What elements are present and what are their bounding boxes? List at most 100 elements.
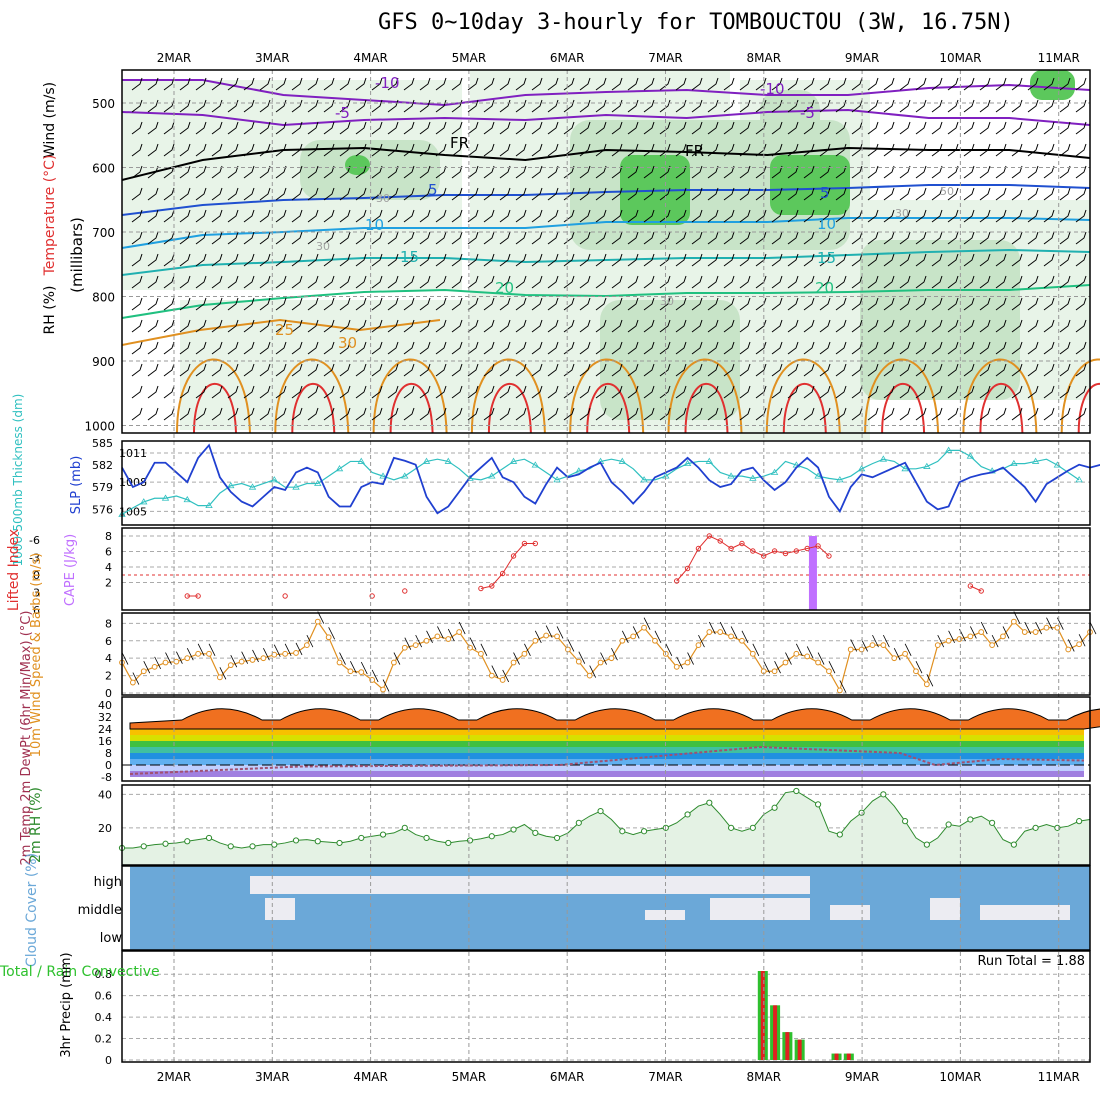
wind-barb-28	[426, 630, 433, 643]
wind-speed-point-3	[151, 663, 158, 670]
wind-speed-point-51	[673, 663, 680, 670]
thickness-point-48	[640, 476, 648, 483]
rh-2m-point-22	[358, 834, 365, 842]
rh-2m-point-20	[336, 839, 343, 847]
wind-barb-49	[654, 630, 662, 643]
panel-bg-wind	[122, 613, 1090, 695]
bottom-date-label-5: 7MAR	[648, 1070, 683, 1084]
wind-speed-point-76	[945, 637, 952, 644]
temp-band-10	[130, 765, 1084, 771]
wind-barb-81	[1002, 626, 1010, 639]
pressure-tick-600: 600	[92, 162, 115, 176]
wind-barb-6	[186, 647, 194, 661]
temp-tick--8: -8	[101, 771, 112, 784]
wind-tick-4: 4	[105, 652, 112, 665]
thickness-point-36	[509, 457, 518, 464]
wind-barb-66	[839, 680, 847, 693]
bottom-date-label-7: 9MAR	[845, 1070, 880, 1084]
precip-tick-0.2: 0.2	[95, 1033, 113, 1046]
wind-speed-point-12	[249, 657, 256, 663]
isotherm-30-lobe-2	[372, 358, 448, 434]
isotherm-label-12: 5	[820, 184, 830, 202]
label-upper-rh: RH (%)	[42, 286, 58, 335]
wind-speed-point-79	[978, 629, 985, 635]
thickness-point-60	[770, 468, 779, 475]
li-point-51	[673, 578, 680, 584]
wind-speed-point-63	[804, 653, 811, 660]
wind-barb-56	[730, 626, 738, 639]
thickness-point-24	[379, 472, 387, 479]
thickness-point-70	[879, 455, 888, 462]
wind-barb-68	[861, 639, 868, 652]
top-date-label-1: 3MAR	[255, 51, 290, 65]
isotherm-25	[121, 318, 441, 346]
wind-speed-point-88	[1076, 641, 1083, 648]
wind-barb-20	[339, 652, 346, 665]
panel-bg-cape	[122, 528, 1090, 610]
panel-frame-wind	[121, 612, 1091, 696]
wind-speed-point-64	[815, 659, 821, 666]
wind-barb-12	[252, 649, 259, 663]
precip-conv-bar-3	[797, 1039, 802, 1060]
wind-speed-point-15	[282, 650, 289, 657]
panel-frame-slp	[121, 440, 1091, 526]
wind-barb-30	[447, 628, 455, 642]
li-point-55	[717, 538, 723, 544]
thickness-point-66	[836, 476, 844, 483]
li-line-66	[676, 535, 830, 582]
thickness-line	[121, 449, 1080, 515]
wind-barb-45	[611, 647, 618, 661]
rh-2m-point-76	[945, 821, 952, 828]
thickness-point-84	[1031, 457, 1040, 464]
wind-speed-point-27	[412, 642, 419, 649]
wind-barb-39	[545, 625, 553, 638]
rh-2m-point-62	[793, 787, 800, 795]
wind-speed-point-65	[826, 668, 832, 675]
panel-frame-rh	[121, 784, 1091, 866]
rh-2m-point-56	[727, 824, 735, 831]
thickness-point-76	[944, 446, 953, 453]
pressure-tick-800: 800	[92, 291, 115, 305]
wind-barb-27	[415, 634, 423, 648]
wind-barb-54	[708, 621, 716, 635]
isotherm-15	[121, 248, 1091, 276]
isotherm-30-lobe-3	[470, 358, 546, 434]
pressure-tick-700: 700	[92, 226, 115, 240]
li-tick-1: -3	[29, 552, 40, 565]
thickness-point-20	[335, 465, 344, 472]
isotherm-minus5	[121, 108, 1091, 127]
rh-2m-point-30	[445, 839, 452, 847]
top-date-label-3: 5MAR	[452, 51, 487, 65]
rh-2m-point-16	[292, 837, 300, 844]
top-date-label-2: 4MAR	[353, 51, 388, 65]
rh-2m-point-88	[1076, 818, 1083, 825]
wind-speed-point-2	[140, 668, 147, 675]
thickness-point-64	[814, 472, 822, 479]
rh-2m-point-6	[184, 838, 191, 845]
cloud-middle-gap-0	[265, 898, 295, 920]
label-upper-wind: Wind (m/s)	[42, 82, 58, 158]
isotherm-label-5: 15	[400, 248, 419, 266]
wind-tick-6: 6	[105, 635, 112, 648]
slp-tick-1005: 1005	[119, 505, 147, 518]
rh-2m-point-72	[902, 818, 909, 825]
wind-barb-65	[828, 661, 836, 674]
wind-barb-17	[306, 634, 314, 648]
wind-speed-point-29	[434, 633, 441, 640]
bottom-date-label-1: 3MAR	[255, 1070, 290, 1084]
thickness-point-10	[227, 481, 235, 489]
wind-barb-3	[154, 656, 161, 670]
wind-barb-34	[491, 665, 499, 678]
wind-speed-point-1	[129, 679, 136, 686]
wind-barb-72	[904, 643, 912, 657]
rh-2m-point-2	[140, 843, 147, 850]
precip-tick-0.4: 0.4	[95, 1011, 113, 1024]
isotherm-label-9: -10	[760, 80, 785, 98]
rh-2m-point-80	[989, 819, 996, 826]
wind-barb-88	[1078, 634, 1086, 647]
wind-barb-79	[980, 621, 988, 635]
wind-speed-point-66	[836, 687, 843, 694]
wind-speed-point-42	[575, 658, 582, 665]
wind-speed-point-82	[1010, 618, 1017, 625]
temp-tick-32: 32	[98, 711, 112, 724]
